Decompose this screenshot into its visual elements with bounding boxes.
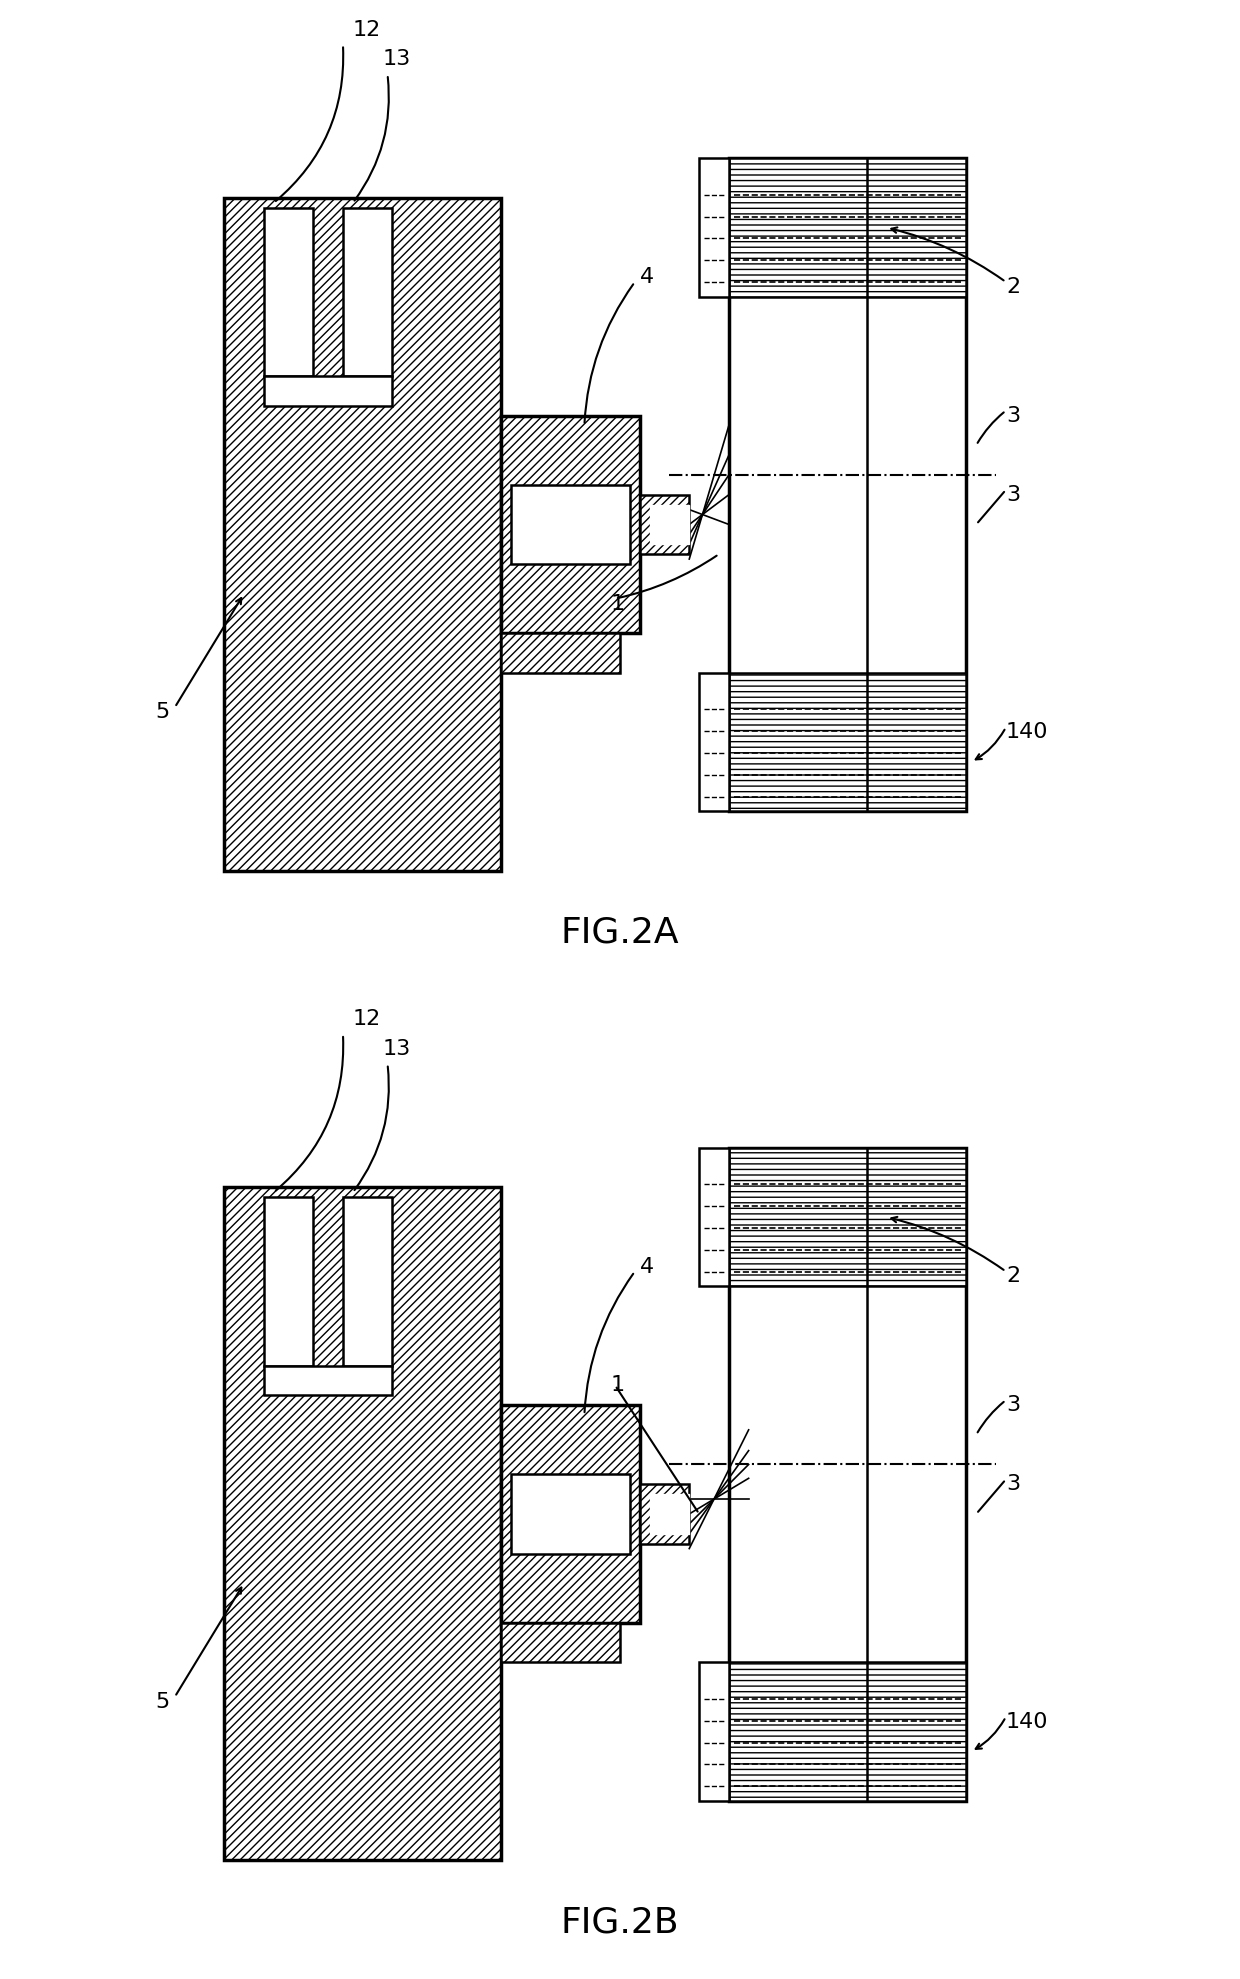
Bar bbox=[729, 158, 966, 297]
Bar bbox=[729, 673, 966, 811]
Bar bbox=[264, 1366, 392, 1395]
Text: 5: 5 bbox=[155, 1692, 169, 1712]
Text: 2: 2 bbox=[1006, 277, 1021, 297]
Text: 2: 2 bbox=[1006, 1267, 1021, 1286]
Bar bbox=[729, 1148, 966, 1286]
Bar bbox=[264, 1197, 314, 1366]
Text: 1: 1 bbox=[610, 1375, 624, 1395]
Bar bbox=[699, 1148, 729, 1286]
Bar bbox=[343, 1197, 392, 1366]
Bar bbox=[501, 1623, 620, 1662]
Bar bbox=[511, 485, 630, 564]
Bar bbox=[729, 158, 966, 811]
Bar bbox=[699, 673, 729, 811]
Bar bbox=[224, 1187, 501, 1860]
Bar bbox=[501, 633, 620, 673]
Text: FIG.2A: FIG.2A bbox=[560, 916, 680, 950]
Text: 4: 4 bbox=[640, 267, 653, 287]
Bar bbox=[729, 1662, 966, 1801]
Bar bbox=[640, 1484, 689, 1544]
Text: 5: 5 bbox=[155, 703, 169, 722]
Text: 13: 13 bbox=[382, 49, 410, 69]
Text: 4: 4 bbox=[640, 1257, 653, 1276]
Bar bbox=[650, 1494, 689, 1534]
Bar bbox=[511, 1474, 630, 1554]
Bar bbox=[640, 495, 689, 554]
Text: 1: 1 bbox=[610, 594, 624, 613]
Text: 140: 140 bbox=[1006, 722, 1048, 742]
Text: 12: 12 bbox=[353, 1009, 381, 1029]
Bar bbox=[729, 1148, 966, 1801]
Text: 3: 3 bbox=[1006, 485, 1021, 505]
Bar bbox=[699, 1662, 729, 1801]
Bar bbox=[264, 376, 392, 406]
Bar bbox=[501, 1405, 640, 1623]
Text: 13: 13 bbox=[382, 1039, 410, 1059]
Bar bbox=[699, 158, 729, 297]
Bar bbox=[224, 198, 501, 871]
Text: 12: 12 bbox=[353, 20, 381, 40]
Bar bbox=[501, 416, 640, 633]
Text: 3: 3 bbox=[1006, 1395, 1021, 1415]
Bar bbox=[650, 505, 689, 544]
Bar bbox=[264, 208, 314, 376]
Text: FIG.2B: FIG.2B bbox=[560, 1906, 680, 1939]
Bar bbox=[343, 208, 392, 376]
Text: 3: 3 bbox=[1006, 406, 1021, 425]
Text: 3: 3 bbox=[1006, 1474, 1021, 1494]
Text: 140: 140 bbox=[1006, 1712, 1048, 1732]
